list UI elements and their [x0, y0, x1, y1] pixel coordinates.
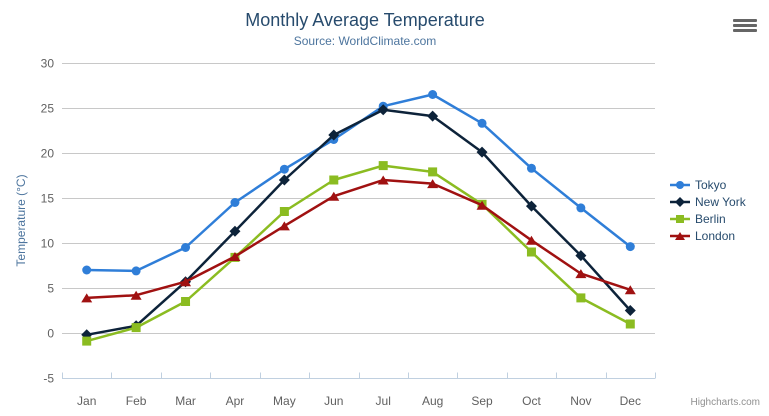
- series-marker-berlin[interactable]: [428, 167, 438, 177]
- series-marker-new-york[interactable]: [525, 200, 537, 212]
- y-axis-tick-label: 30: [41, 57, 55, 71]
- series-marker-berlin[interactable]: [625, 319, 635, 329]
- export-menu-button[interactable]: [731, 16, 759, 36]
- series-marker-berlin[interactable]: [181, 297, 191, 306]
- series-marker-tokyo[interactable]: [477, 118, 487, 128]
- series-marker-london[interactable]: [377, 175, 389, 185]
- series-line-london[interactable]: [85, 178, 632, 300]
- x-axis-category-label: Oct: [522, 394, 541, 408]
- series-marker-london[interactable]: [180, 277, 192, 287]
- series-marker-berlin[interactable]: [378, 161, 388, 171]
- legend-item-tokyo[interactable]: Tokyo: [670, 176, 746, 193]
- series-tokyo: [82, 90, 635, 276]
- series-marker-tokyo[interactable]: [576, 203, 586, 213]
- x-axis-category-label: Feb: [126, 394, 147, 408]
- london-legend-marker-icon: [670, 231, 690, 240]
- legend: Tokyo New York Berlin London: [670, 176, 746, 244]
- series-marker-tokyo[interactable]: [279, 164, 289, 174]
- x-axis-category-label: Dec: [620, 394, 641, 408]
- series-marker-london[interactable]: [575, 269, 587, 279]
- legend-item-berlin[interactable]: Berlin: [670, 210, 746, 227]
- series-marker-tokyo[interactable]: [181, 243, 191, 252]
- series-marker-berlin[interactable]: [131, 323, 141, 333]
- y-axis-tick-label: 20: [41, 147, 55, 161]
- berlin-legend-marker-icon: [670, 214, 690, 223]
- chart-subtitle: Source: WorldClimate.com: [293, 34, 437, 48]
- legend-label: London: [695, 228, 736, 243]
- series-marker-london[interactable]: [278, 221, 290, 231]
- x-axis-category-label: Nov: [570, 394, 591, 408]
- series-marker-new-york[interactable]: [575, 250, 587, 262]
- hamburger-menu-icon: [733, 18, 757, 32]
- series-marker-new-york[interactable]: [229, 225, 241, 237]
- series-marker-tokyo[interactable]: [526, 163, 536, 173]
- chart-title: Monthly Average Temperature: [245, 10, 485, 30]
- legend-label: New York: [695, 194, 746, 209]
- legend-label: Berlin: [695, 211, 726, 226]
- series-marker-new-york[interactable]: [624, 305, 636, 316]
- series-marker-london[interactable]: [81, 293, 93, 303]
- series-marker-new-york[interactable]: [427, 110, 439, 122]
- series-marker-berlin[interactable]: [526, 247, 536, 257]
- series-marker-berlin[interactable]: [82, 336, 92, 346]
- x-axis-category-label: Aug: [422, 394, 443, 408]
- series-marker-tokyo[interactable]: [131, 266, 141, 276]
- series-line-tokyo[interactable]: [85, 93, 632, 273]
- legend-marker-symbol: [675, 231, 685, 240]
- legend-marker-symbol: [676, 180, 684, 189]
- series-marker-new-york[interactable]: [476, 146, 488, 158]
- x-axis-category-label: May: [273, 394, 296, 408]
- highcharts-credits-link[interactable]: Highcharts.com: [690, 397, 760, 408]
- series-london: [81, 175, 636, 303]
- series-marker-london[interactable]: [476, 200, 488, 210]
- series-line-new-york[interactable]: [85, 108, 632, 337]
- y-axis-tick-label: -5: [43, 372, 54, 386]
- legend-item-london[interactable]: London: [670, 227, 746, 244]
- series-marker-london[interactable]: [328, 191, 340, 201]
- series-marker-berlin[interactable]: [576, 293, 586, 303]
- tokyo-legend-marker-icon: [670, 180, 690, 189]
- legend-label: Tokyo: [695, 177, 727, 192]
- y-axis-title: Temperature (°C): [14, 174, 28, 266]
- series-marker-tokyo[interactable]: [230, 198, 240, 207]
- x-axis-category-label: Sep: [471, 394, 493, 408]
- series-line-berlin[interactable]: [85, 164, 632, 343]
- series-marker-new-york[interactable]: [278, 174, 290, 186]
- x-axis-category-label: Jun: [324, 394, 343, 408]
- series-marker-tokyo[interactable]: [428, 90, 438, 99]
- series-marker-london[interactable]: [427, 179, 439, 189]
- x-axis-category-label: Jul: [376, 394, 391, 408]
- x-axis-category-label: Apr: [226, 394, 245, 408]
- series-marker-new-york[interactable]: [377, 104, 389, 116]
- legend-marker-symbol: [676, 214, 684, 223]
- series-marker-berlin[interactable]: [279, 207, 289, 216]
- y-axis-tick-label: 25: [41, 102, 55, 116]
- y-axis-tick-label: 0: [47, 327, 54, 341]
- legend-marker-symbol: [675, 196, 685, 207]
- y-axis-tick-label: 10: [41, 237, 55, 251]
- series-marker-london[interactable]: [130, 290, 142, 300]
- y-axis-tick-label: 15: [41, 192, 55, 206]
- legend-item-new-york[interactable]: New York: [670, 193, 746, 210]
- y-axis-tick-label: 5: [47, 282, 54, 296]
- series-new-york: [81, 104, 636, 341]
- x-axis-category-label: Mar: [175, 394, 196, 408]
- series-marker-london[interactable]: [624, 285, 636, 295]
- series-marker-london[interactable]: [229, 252, 241, 261]
- series-marker-tokyo[interactable]: [82, 265, 92, 275]
- new-york-legend-marker-icon: [670, 196, 690, 207]
- series-marker-berlin[interactable]: [329, 175, 339, 185]
- series-marker-new-york[interactable]: [328, 129, 340, 141]
- x-axis-category-label: Jan: [77, 394, 96, 408]
- series-marker-tokyo[interactable]: [625, 242, 635, 252]
- series-marker-london[interactable]: [525, 235, 537, 245]
